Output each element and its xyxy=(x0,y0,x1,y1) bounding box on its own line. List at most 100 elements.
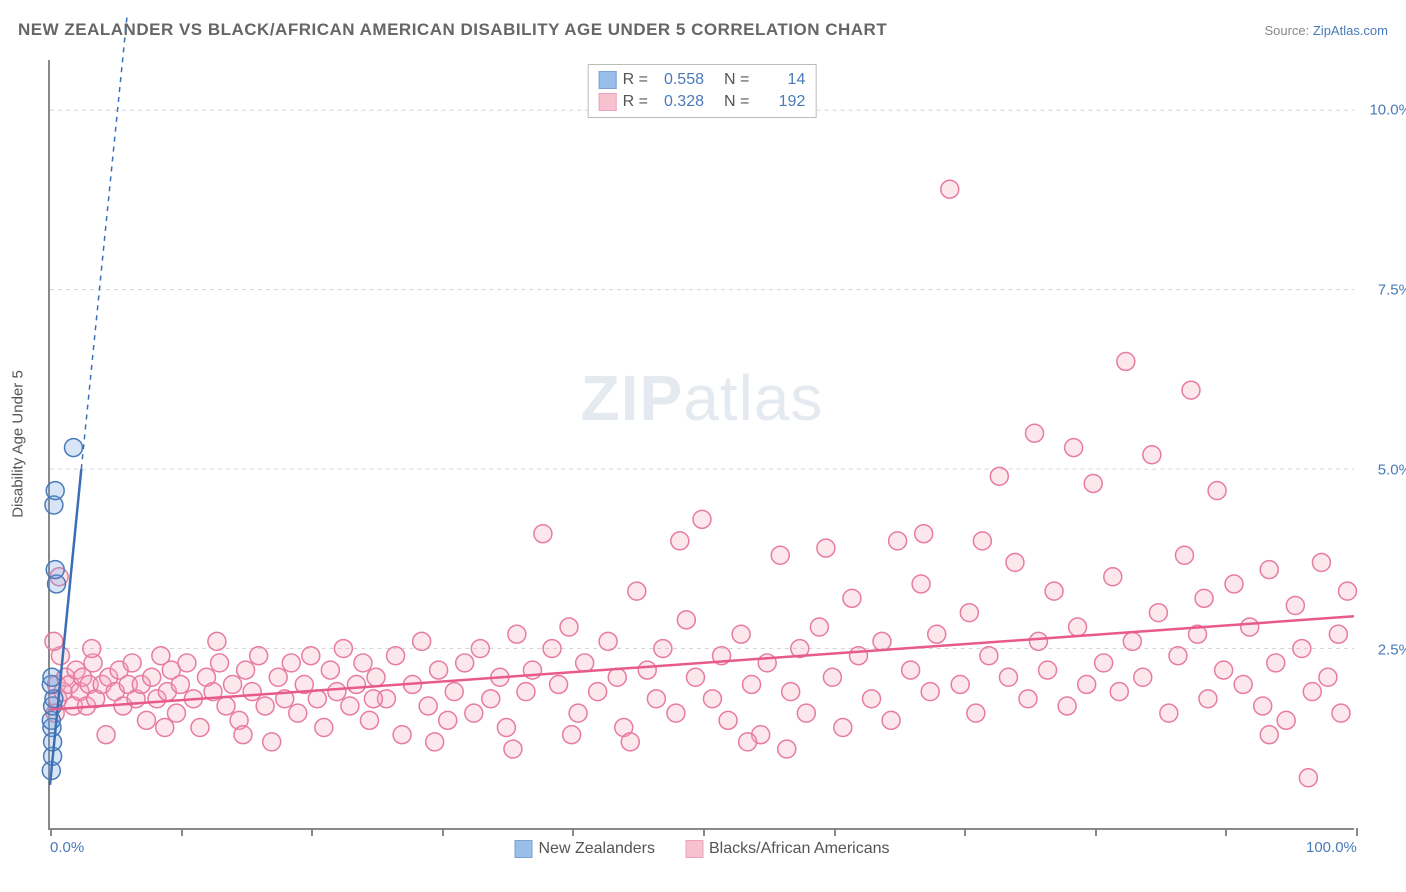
data-point xyxy=(1208,482,1226,500)
data-point xyxy=(863,690,881,708)
data-point xyxy=(1241,618,1259,636)
data-point xyxy=(599,632,617,650)
data-point xyxy=(621,733,639,751)
data-point xyxy=(364,690,382,708)
data-point xyxy=(347,675,365,693)
data-point xyxy=(778,740,796,758)
data-point xyxy=(739,733,757,751)
data-point xyxy=(889,532,907,550)
x-tick-label: 100.0% xyxy=(1306,839,1357,856)
x-tick-label: 0.0% xyxy=(50,839,84,856)
data-point xyxy=(208,632,226,650)
data-point xyxy=(1329,625,1347,643)
data-point xyxy=(719,711,737,729)
legend-label-baa: Blacks/African Americans xyxy=(709,840,890,857)
data-point xyxy=(1267,654,1285,672)
n-value-nz: 14 xyxy=(755,69,805,91)
data-point xyxy=(46,561,64,579)
trend-line xyxy=(50,469,81,785)
data-point xyxy=(1110,683,1128,701)
data-point xyxy=(282,654,300,672)
data-point xyxy=(471,640,489,658)
data-point xyxy=(1095,654,1113,672)
x-tick xyxy=(442,828,444,836)
data-point xyxy=(354,654,372,672)
data-point xyxy=(263,733,281,751)
legend-row-baa: R = 0.328 N = 192 xyxy=(599,91,806,113)
data-point xyxy=(156,719,174,737)
data-point xyxy=(912,575,930,593)
data-point xyxy=(980,647,998,665)
data-point xyxy=(1182,381,1200,399)
data-point xyxy=(560,618,578,636)
x-tick xyxy=(834,828,836,836)
data-point xyxy=(1169,647,1187,665)
title-bar: NEW ZEALANDER VS BLACK/AFRICAN AMERICAN … xyxy=(18,20,1388,40)
data-point xyxy=(654,640,672,658)
data-point xyxy=(1117,352,1135,370)
data-point xyxy=(550,675,568,693)
data-point xyxy=(321,661,339,679)
data-point xyxy=(1084,475,1102,493)
data-point xyxy=(1286,597,1304,615)
x-tick xyxy=(1356,828,1358,836)
data-point xyxy=(367,668,385,686)
y-tick-label: 10.0% xyxy=(1369,102,1406,119)
data-point xyxy=(315,719,333,737)
data-point xyxy=(413,632,431,650)
r-label: R = xyxy=(623,91,648,113)
data-point xyxy=(1260,726,1278,744)
data-point xyxy=(608,668,626,686)
data-point xyxy=(508,625,526,643)
data-point xyxy=(834,719,852,737)
data-point xyxy=(234,726,252,744)
data-point xyxy=(419,697,437,715)
data-point xyxy=(430,661,448,679)
legend-item-baa: Blacks/African Americans xyxy=(685,840,890,858)
x-tick xyxy=(50,828,52,836)
chart-title: NEW ZEALANDER VS BLACK/AFRICAN AMERICAN … xyxy=(18,20,887,40)
legend-swatch-baa-icon xyxy=(685,840,703,858)
data-point xyxy=(1058,697,1076,715)
data-point xyxy=(341,697,359,715)
data-point xyxy=(928,625,946,643)
source-link[interactable]: ZipAtlas.com xyxy=(1313,23,1388,38)
data-point xyxy=(1104,568,1122,586)
legend-row-nz: R = 0.558 N = 14 xyxy=(599,69,806,91)
data-point xyxy=(97,726,115,744)
data-point xyxy=(439,711,457,729)
data-point xyxy=(1045,582,1063,600)
data-point xyxy=(967,704,985,722)
data-point xyxy=(1225,575,1243,593)
data-point xyxy=(647,690,665,708)
data-point xyxy=(843,589,861,607)
data-point xyxy=(563,726,581,744)
data-point xyxy=(677,611,695,629)
x-tick xyxy=(1225,828,1227,836)
data-point xyxy=(534,525,552,543)
data-point xyxy=(334,640,352,658)
data-point xyxy=(168,704,186,722)
legend-swatch-baa xyxy=(599,93,617,111)
data-point xyxy=(638,661,656,679)
r-label: R = xyxy=(623,69,648,91)
data-point xyxy=(1019,690,1037,708)
data-point xyxy=(43,668,61,686)
data-point xyxy=(1123,632,1141,650)
data-point xyxy=(46,482,64,500)
data-point xyxy=(1293,640,1311,658)
data-point xyxy=(143,668,161,686)
data-point xyxy=(823,668,841,686)
data-point xyxy=(686,668,704,686)
data-point xyxy=(990,467,1008,485)
data-point xyxy=(482,690,500,708)
data-point xyxy=(703,690,721,708)
data-point xyxy=(921,683,939,701)
data-point xyxy=(465,704,483,722)
data-point xyxy=(393,726,411,744)
data-point xyxy=(1338,582,1356,600)
data-point xyxy=(817,539,835,557)
data-point xyxy=(941,180,959,198)
data-point xyxy=(782,683,800,701)
data-point xyxy=(902,661,920,679)
